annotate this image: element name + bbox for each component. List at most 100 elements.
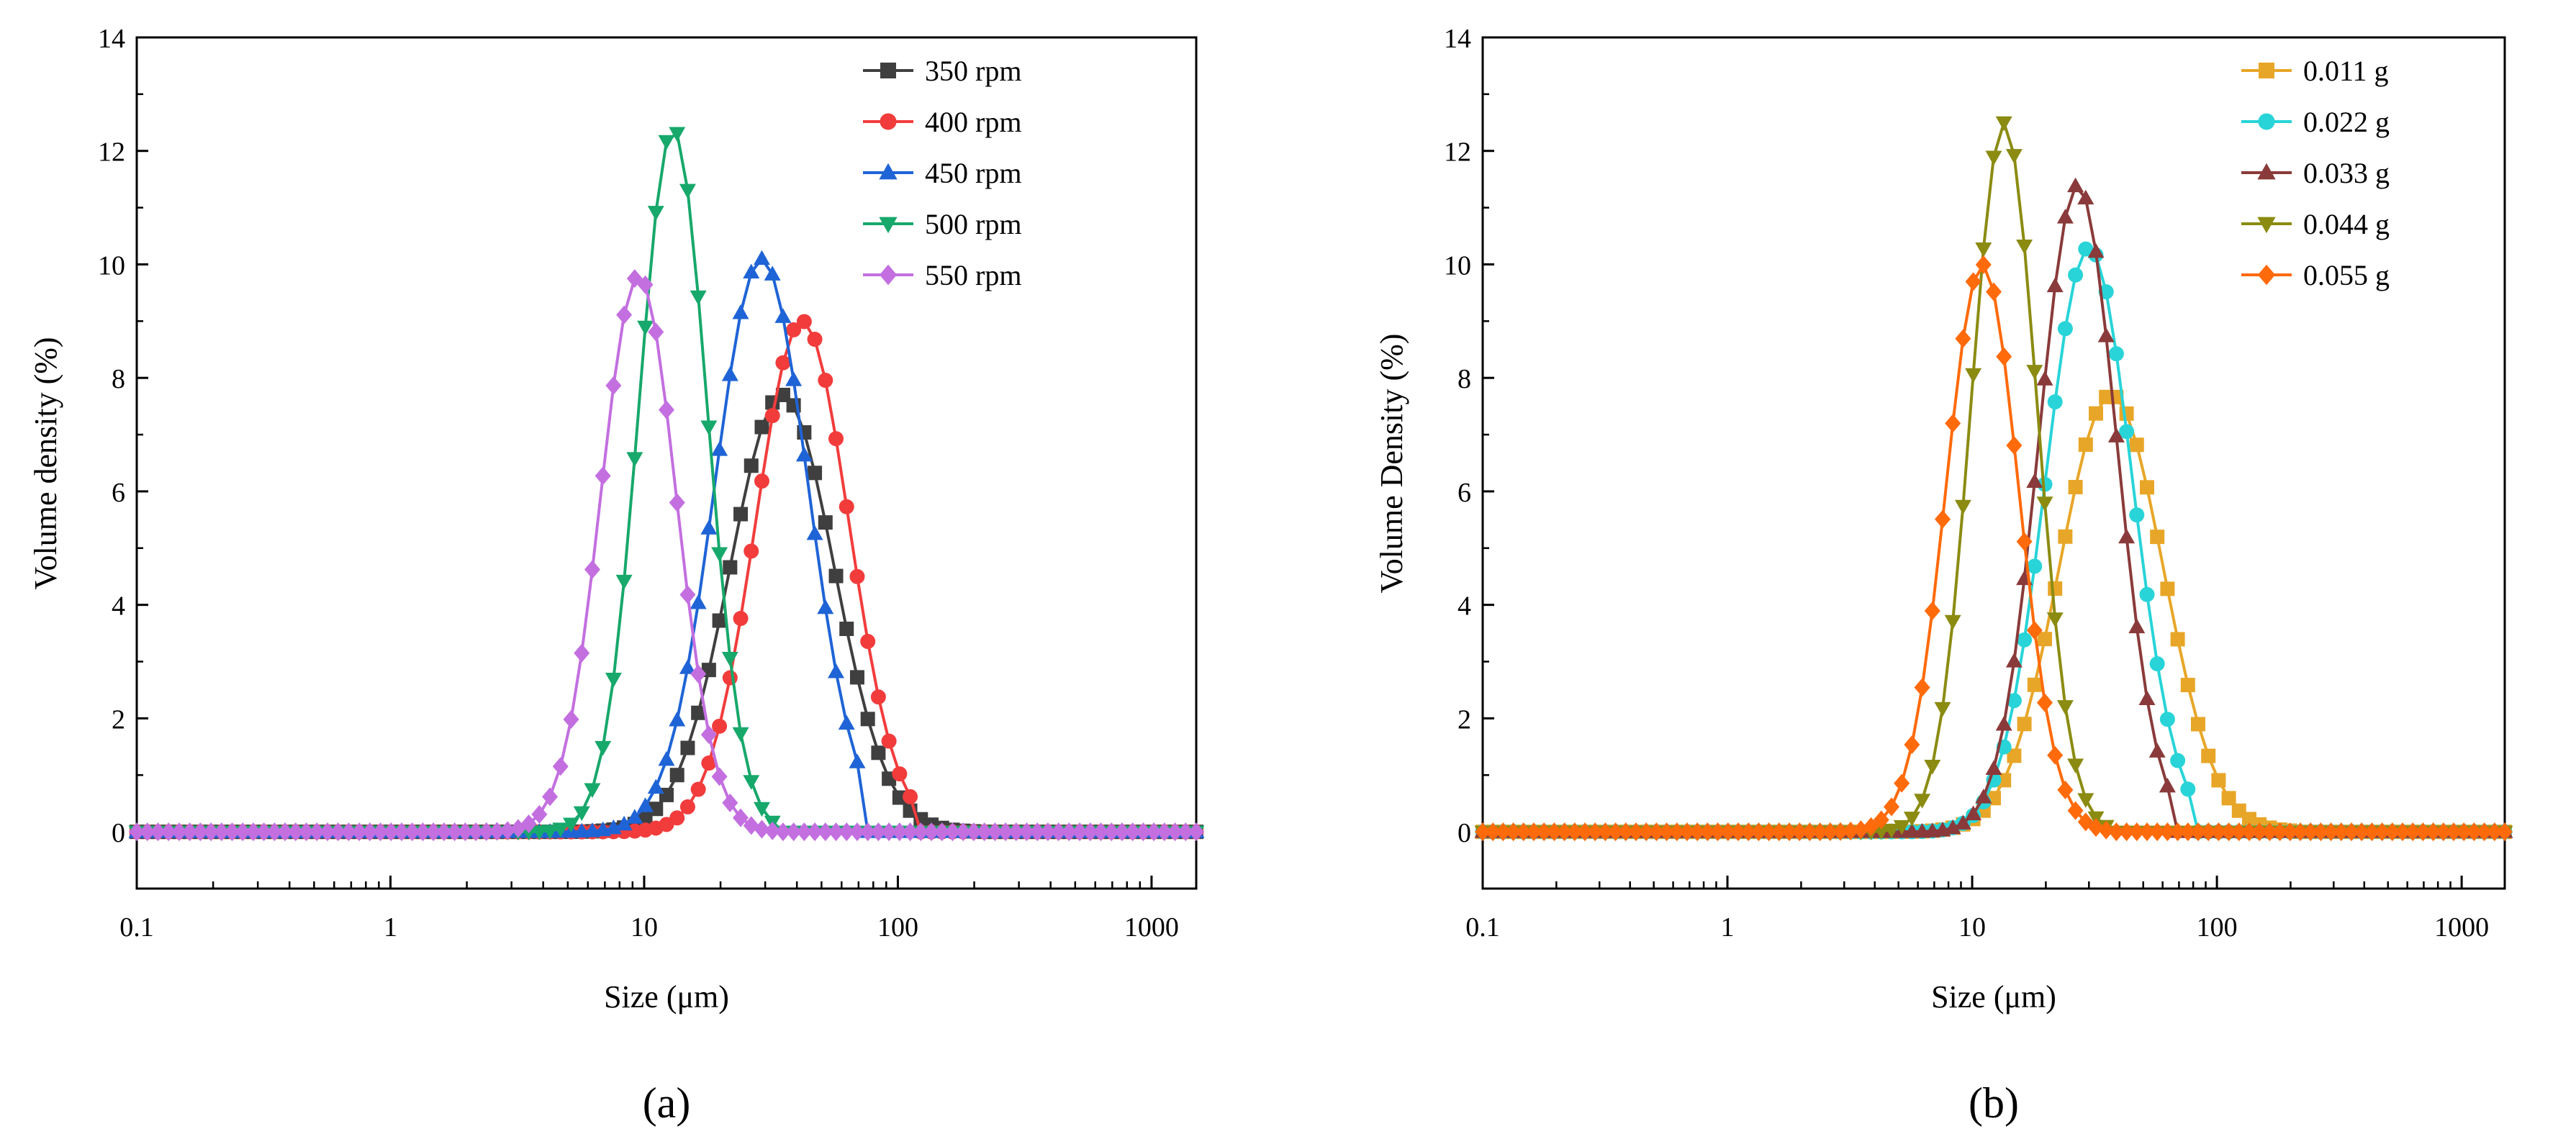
data-point [2017, 632, 2033, 648]
data-point [541, 825, 559, 840]
y-tick-label: 2 [1458, 704, 1471, 735]
data-point [817, 599, 834, 614]
legend-b: 0.011 g 0.022 g 0.033 g 0.044 g 0.055 g [2241, 55, 2390, 291]
data-point [723, 560, 738, 575]
y-tick-label: 0 [1458, 818, 1471, 848]
data-point [2129, 507, 2145, 523]
series-450-rpm [128, 250, 1205, 838]
data-point [1146, 822, 1162, 842]
data-point [1965, 368, 1982, 383]
data-point [721, 366, 738, 381]
data-point [2466, 822, 2482, 842]
data-point [584, 560, 600, 579]
data-point [1628, 822, 1644, 842]
data-point [1039, 822, 1056, 842]
data-point [807, 332, 823, 348]
data-point [2005, 149, 2023, 164]
data-point [753, 802, 770, 817]
data-point [616, 305, 633, 324]
data-point [2160, 581, 2175, 596]
data-point [998, 822, 1014, 842]
x-tick-label: 1 [1721, 912, 1735, 943]
data-point [2170, 753, 2186, 768]
data-point [2149, 822, 2166, 842]
data-point [1781, 822, 1797, 842]
data-point [2486, 822, 2503, 842]
data-point [732, 304, 749, 319]
y-axis-label-a: Volume density (%) [28, 337, 63, 589]
data-point [849, 568, 865, 584]
data-point [648, 802, 664, 817]
data-point [1167, 822, 1183, 842]
data-point [394, 822, 410, 842]
data-point [774, 308, 792, 323]
data-point [2026, 473, 2043, 488]
legend-marker [879, 264, 898, 286]
data-point [478, 822, 494, 841]
data-point [2128, 618, 2146, 634]
data-point [605, 819, 622, 835]
data-point [1761, 822, 1777, 842]
data-point [1893, 820, 1910, 835]
series-line [137, 256, 1196, 834]
data-point [435, 822, 452, 842]
series-500-rpm [128, 127, 1205, 841]
data-point [744, 543, 759, 559]
data-point [2435, 822, 2451, 842]
data-point [203, 822, 220, 842]
data-point [340, 822, 357, 842]
data-point [2251, 822, 2268, 842]
data-point [839, 499, 854, 514]
y-tick-label: 12 [98, 137, 125, 168]
data-point [1975, 789, 1992, 804]
data-point [2119, 406, 2134, 421]
data-point [415, 822, 431, 842]
data-point [712, 613, 727, 628]
data-point [2191, 717, 2205, 732]
data-point [2149, 656, 2165, 672]
data-point [2139, 822, 2155, 842]
data-point [849, 753, 866, 768]
x-tick-label: 1 [384, 912, 397, 943]
data-point [637, 797, 654, 812]
data-point [1903, 812, 1920, 827]
data-point [2456, 822, 2472, 842]
data-point [2067, 801, 2084, 820]
data-point [1475, 822, 1491, 842]
y-tick-label: 14 [98, 24, 125, 54]
data-point [934, 822, 950, 842]
data-point [808, 466, 823, 481]
data-point [2047, 745, 2064, 765]
x-axis-label-a: Size (μm) [604, 979, 729, 1014]
data-point [2097, 327, 2115, 342]
data-point [1188, 822, 1204, 842]
series-line [1483, 247, 2505, 834]
chart-panel-b: 0 2 4 6 8 10 12 14 0.1 1 10 100 1000 0.011 g 0.022 g… [1374, 24, 2513, 1127]
data-point [849, 822, 865, 842]
data-point [647, 778, 664, 794]
data-point [1955, 329, 1971, 348]
data-point [605, 376, 622, 395]
data-point [2170, 632, 2185, 647]
data-point [213, 822, 230, 842]
data-point [2159, 777, 2176, 793]
data-point [1985, 760, 2002, 776]
legend-label: 0.033 g [2303, 157, 2390, 189]
data-point [913, 822, 929, 842]
data-point [1124, 822, 1141, 842]
data-point [1791, 822, 1808, 842]
data-point [1577, 822, 1593, 842]
legend-label: 500 rpm [925, 208, 1021, 240]
y-tick-label: 10 [1444, 250, 1471, 281]
data-point [605, 673, 622, 688]
data-point [1597, 822, 1614, 842]
data-point [648, 322, 664, 342]
data-point [1843, 822, 1859, 841]
data-point [1986, 282, 2002, 301]
data-point [1029, 822, 1046, 842]
y-axis-ticks-a: 0 2 4 6 8 10 12 14 [98, 24, 148, 848]
data-point [965, 822, 982, 842]
data-point [2384, 822, 2400, 842]
data-point [2047, 394, 2063, 410]
data-point [902, 822, 918, 842]
